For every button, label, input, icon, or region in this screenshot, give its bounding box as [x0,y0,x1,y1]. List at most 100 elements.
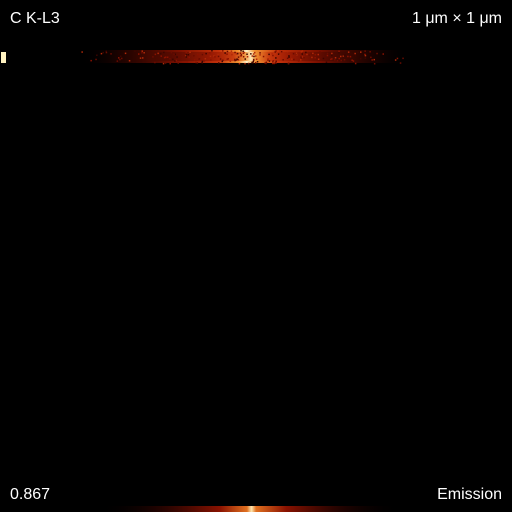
noise-pixel [226,50,229,53]
noise-pixel [242,52,245,54]
element-line-label: C K-L3 [10,10,60,27]
noise-pixel [143,52,145,54]
noise-pixel [251,61,253,64]
noise-pixel [347,51,350,53]
noise-pixel [255,55,257,57]
noise-pixel [326,52,329,55]
noise-pixel [172,58,174,61]
noise-pixel [154,61,156,64]
noise-pixel [259,54,261,56]
noise-pixel [251,55,253,57]
noise-pixel [163,51,165,54]
noise-pixel [169,58,171,60]
noise-pixel [292,53,295,55]
noise-pixel [219,58,222,60]
noise-pixel [195,61,197,64]
noise-pixel [300,59,302,61]
noise-pixel [265,62,267,65]
noise-pixel [352,60,355,62]
noise-pixel [255,58,258,60]
noise-pixel [308,54,310,56]
noise-pixel [256,61,259,63]
noise-pixel [95,58,97,61]
noise-pixel [326,54,329,57]
noise-pixel [198,58,201,60]
noise-pixel [193,55,195,57]
noise-pixel [176,56,178,58]
noise-pixel [297,60,300,62]
noise-pixel [227,58,229,60]
noise-pixel [252,53,255,55]
noise-pixel [218,62,220,64]
noise-pixel [234,59,236,62]
noise-pixel [343,59,346,61]
noise-pixel [325,61,328,63]
noise-pixel [213,55,215,57]
noise-pixel [303,56,305,59]
noise-pixel [288,56,290,58]
noise-pixel [306,53,308,56]
noise-pixel [234,58,236,61]
noise-pixel [185,56,187,58]
noise-pixel [170,51,173,54]
noise-pixel [253,55,255,58]
noise-pixel [160,52,162,55]
noise-pixel [197,53,199,56]
noise-pixel [305,51,307,54]
noise-pixel [399,62,402,64]
noise-pixel [259,52,261,54]
noise-pixel [242,50,244,52]
noise-pixel [231,53,233,56]
noise-pixel [139,57,142,59]
noise-pixel [347,55,349,58]
noise-pixel [268,60,271,62]
noise-pixel [205,52,207,55]
noise-pixel [224,52,226,54]
noise-pixel [226,58,228,60]
noise-pixel [272,60,274,63]
noise-pixel [244,58,246,60]
noise-pixel [331,58,333,60]
noise-pixel [359,58,362,60]
noise-pixel [90,59,92,62]
noise-pixel [318,54,320,57]
noise-pixel [279,50,281,52]
noise-pixel [102,51,104,54]
noise-pixel [234,51,236,54]
noise-pixel [240,55,243,57]
noise-pixel [187,54,190,56]
noise-pixel [338,50,340,52]
noise-pixel [293,58,295,61]
noise-pixel [164,56,167,58]
noise-pixel [382,53,384,55]
noise-pixel [217,53,219,56]
noise-pixel [364,54,367,57]
noise-pixel [203,60,206,62]
noise-pixel [152,56,154,58]
noise-pixel [169,62,171,65]
noise-pixel [236,52,239,55]
noise-pixel [343,55,346,57]
noise-pixel [264,61,266,64]
noise-pixel [314,54,317,56]
noise-pixel [301,53,303,55]
noise-pixel [204,58,207,60]
noise-pixel [225,54,227,56]
noise-pixel [221,60,223,63]
noise-pixel [303,55,305,58]
noise-pixel [229,60,232,62]
noise-pixel [364,50,366,52]
noise-pixel [226,53,228,55]
noise-pixel [184,54,187,57]
noise-pixel [242,56,245,58]
noise-pixel [183,55,185,57]
noise-pixel [164,62,167,64]
noise-pixel [352,53,355,56]
noise-pixel [201,53,204,56]
noise-pixel [116,60,119,62]
noise-pixel [186,61,189,63]
noise-pixel [301,50,304,52]
noise-pixel [351,59,353,61]
noise-pixel [238,62,241,65]
